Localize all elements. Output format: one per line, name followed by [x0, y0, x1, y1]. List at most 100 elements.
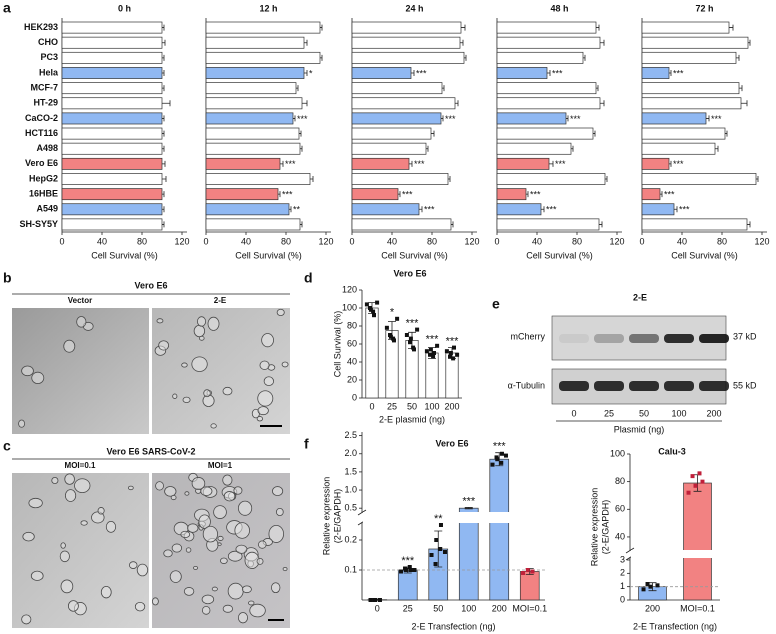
cell	[100, 585, 112, 599]
cell	[211, 586, 218, 592]
significance: **	[293, 205, 301, 215]
error-bar	[162, 160, 166, 167]
y-tick-label: 2	[620, 568, 625, 578]
data-point	[384, 325, 389, 330]
data-point	[368, 307, 373, 312]
error-bar	[566, 115, 569, 122]
error-bar	[162, 24, 165, 31]
cell	[249, 603, 266, 618]
y-tick-label: 0.2	[344, 534, 357, 544]
x-tick-label: 200	[492, 603, 507, 613]
data-point	[435, 343, 440, 348]
significance: ***	[401, 555, 415, 567]
data-point	[455, 352, 460, 357]
data-point	[438, 523, 443, 527]
band	[664, 334, 694, 343]
error-bar	[162, 130, 165, 137]
axis-title: Cell Survival (%)	[526, 250, 593, 260]
error-bar	[304, 70, 308, 76]
y-tick-label: 0.5	[344, 503, 357, 513]
error-bar	[162, 70, 165, 76]
panel-label: c	[3, 438, 11, 454]
data-point	[686, 490, 691, 495]
lane-label: 200	[706, 408, 721, 418]
cell	[201, 594, 215, 605]
cell	[213, 505, 227, 519]
significance: ***	[414, 159, 425, 169]
cell	[281, 361, 289, 368]
micrograph	[152, 308, 290, 434]
bar	[205, 142, 301, 155]
bar	[61, 157, 163, 170]
cell	[30, 570, 44, 581]
y-tick-label: 2.5	[344, 430, 357, 440]
bar	[351, 67, 412, 79]
band	[664, 381, 694, 391]
cell	[233, 486, 243, 495]
bar	[351, 203, 420, 216]
significance: *	[390, 307, 395, 319]
y-tick-label: 40	[615, 531, 625, 541]
cell	[181, 362, 188, 368]
axis-title: Plasmid (ng)	[614, 424, 665, 434]
cell	[197, 316, 207, 327]
bar	[489, 458, 510, 601]
panel-label: e	[492, 296, 500, 312]
cell	[172, 393, 178, 399]
bar	[496, 51, 584, 64]
bar	[61, 188, 163, 201]
significance: ***	[402, 190, 413, 200]
cell	[217, 535, 224, 541]
bar	[205, 36, 305, 49]
bar	[61, 112, 163, 125]
error-bar	[455, 100, 459, 107]
error-bar	[464, 507, 473, 510]
bar	[351, 97, 456, 110]
data-point	[377, 598, 382, 602]
cell	[21, 365, 34, 377]
band	[594, 334, 624, 343]
error-bar	[162, 39, 166, 46]
x-tick-label: 25	[387, 401, 397, 411]
bar	[397, 569, 418, 601]
bar	[496, 112, 567, 125]
error-bar	[162, 115, 165, 122]
significance: ***	[493, 441, 507, 453]
significance: ***	[679, 205, 690, 215]
x-tick-label: MOI=0.1	[512, 603, 547, 613]
data-point	[451, 356, 456, 361]
cell	[134, 601, 146, 612]
cell	[60, 542, 66, 549]
cell	[183, 587, 195, 596]
y-tick-label: 100	[342, 302, 357, 312]
error-bar	[162, 100, 171, 107]
cell	[271, 582, 281, 594]
error-bar	[451, 221, 454, 228]
chart-title: Calu-3	[658, 446, 686, 456]
error-bar	[741, 100, 748, 107]
lane-label: 50	[639, 408, 649, 418]
axis-title: Cell Survival (%)	[332, 311, 342, 378]
data-point	[648, 584, 653, 589]
bar	[351, 51, 465, 64]
data-point	[429, 553, 434, 557]
panel-title: 24 h	[405, 3, 423, 13]
x-tick-label: 25	[403, 603, 413, 613]
category-label: CaCO-2	[25, 113, 58, 123]
cell	[164, 486, 177, 497]
y-tick-label: 60	[615, 504, 625, 514]
data-point	[424, 349, 429, 354]
data-point	[448, 351, 453, 355]
axis-title: (2-E/GAPDH)	[332, 489, 342, 544]
axis-title: Cell Survival (%)	[235, 250, 302, 260]
bar	[496, 36, 601, 49]
band	[629, 334, 659, 343]
error-bar	[596, 24, 600, 31]
band	[559, 381, 589, 391]
bar	[351, 112, 442, 125]
y-tick-label: 100	[610, 448, 625, 458]
cell	[248, 600, 255, 606]
error-bar	[747, 221, 751, 228]
panel-label: d	[304, 270, 313, 286]
error-bar	[162, 206, 165, 213]
